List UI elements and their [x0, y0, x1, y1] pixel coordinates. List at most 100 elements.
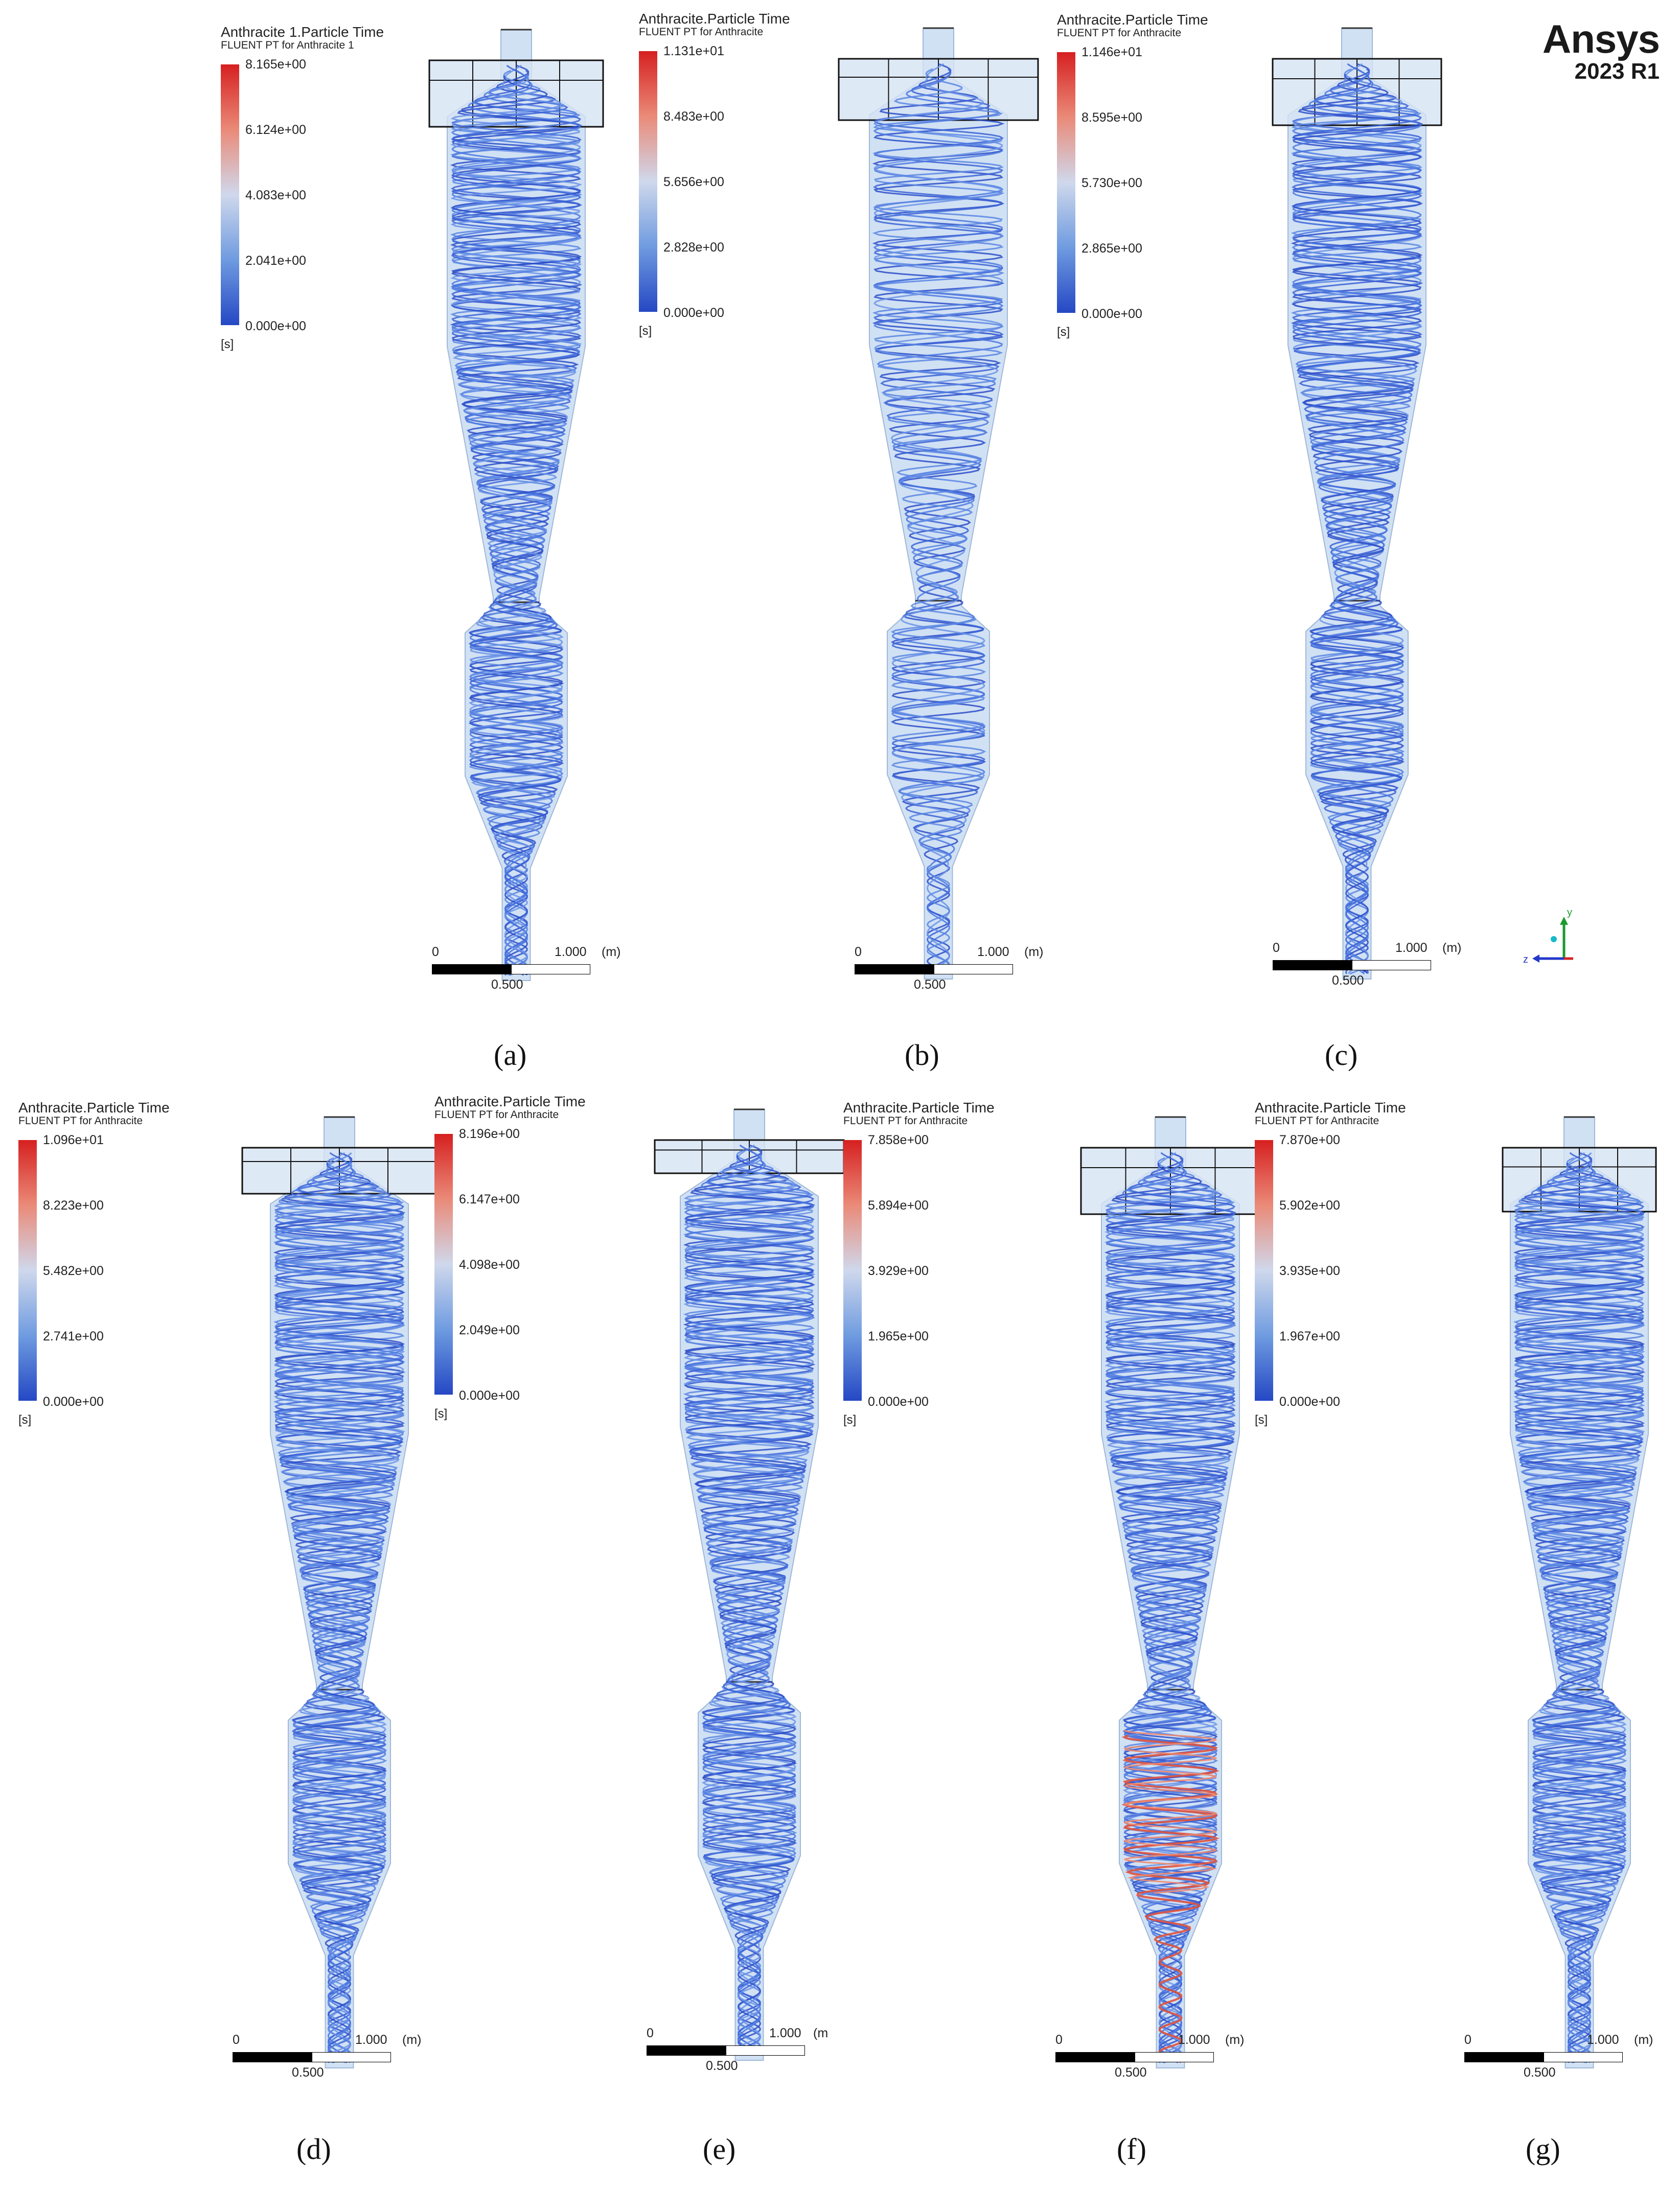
legend-title: Anthracite.Particle Time [18, 1100, 170, 1116]
colorbar [639, 51, 657, 312]
particle-trajectory-c [1292, 68, 1422, 975]
scale-zero: 0 [1273, 941, 1280, 955]
scale-black-segment [1273, 960, 1352, 970]
scale-end: 1.000 [1587, 2033, 1619, 2047]
legend-title: Anthracite.Particle Time [843, 1100, 995, 1116]
scale-end: 1.000 [555, 945, 587, 959]
legend-tick: 6.124e+00 [245, 123, 306, 137]
legend-panel-b: Anthracite.Particle Time FLUENT PT for A… [639, 11, 790, 338]
scale-zero: 0 [233, 2033, 240, 2047]
scale-white-segment [312, 2052, 391, 2062]
legend-tick: 8.595e+00 [1081, 110, 1142, 125]
particle-trajectory-d [274, 1152, 405, 2063]
particle-trajectory-d [273, 1157, 406, 2064]
legend-tick: 2.041e+00 [245, 254, 306, 268]
z-axis-label: z [1523, 954, 1528, 965]
caption-e: (e) [703, 2132, 736, 2166]
legend-tick: 7.870e+00 [1279, 1133, 1340, 1147]
colorbar [1255, 1140, 1273, 1401]
legend-tick: 1.967e+00 [1279, 1329, 1340, 1344]
scale-unit: (m) [1634, 2033, 1653, 2047]
legend-unit: [s] [1255, 1413, 1268, 1427]
legend-tick: 7.858e+00 [868, 1133, 929, 1147]
legend-panel-a: Anthracite 1.Particle Time FLUENT PT for… [221, 25, 384, 351]
legend-tick: 5.482e+00 [43, 1264, 104, 1278]
scale-end: 1.000 [1178, 2033, 1210, 2047]
scale-bar-b: 0 1.000 (m) 0.500 [855, 945, 1043, 992]
legend-tick: 5.730e+00 [1081, 176, 1142, 190]
legend-subtitle: FLUENT PT for Anthracite [1255, 1115, 1379, 1127]
colorbar [1057, 52, 1075, 313]
scale-end: 1.000 [977, 945, 1009, 959]
scale-mid: 0.500 [491, 977, 523, 992]
scale-bar-c: 0 1.000 (m) 0.500 [1273, 941, 1461, 988]
particle-trajectory-g [1513, 1157, 1646, 2064]
particle-trajectory-a [451, 64, 582, 975]
scale-bar-e: 0 1.000 (m 0.500 [647, 2026, 828, 2073]
legend-subtitle: FLUENT PT for Anthracite [639, 26, 764, 38]
legend-panel-e: Anthracite.Particle Time FLUENT PT for A… [434, 1094, 586, 1421]
scale-black-segment [233, 2052, 312, 2062]
legend-subtitle: FLUENT PT for Anthracite 1 [221, 39, 354, 51]
legend-title: Anthracite.Particle Time [639, 11, 790, 27]
legend-tick: 2.049e+00 [459, 1323, 520, 1337]
particle-trajectory-d [274, 1157, 405, 2064]
legend-tick: 1.131e+01 [663, 44, 724, 58]
particle-trajectory-e [683, 1149, 816, 2056]
scale-unit: (m) [1024, 945, 1044, 959]
scale-unit: (m) [1442, 941, 1462, 955]
hot-particle-trajectory-f [1124, 1729, 1217, 1894]
scale-white-segment [934, 964, 1013, 974]
legend-tick: 5.656e+00 [663, 175, 724, 189]
scale-unit: (m [813, 2026, 829, 2040]
scale-white-segment [511, 964, 590, 974]
particle-trajectory-b [873, 63, 1004, 974]
scale-black-segment [647, 2045, 726, 2056]
particle-trajectory-e [684, 1149, 815, 2056]
particle-trajectory-c [1291, 68, 1423, 975]
legend-unit: [s] [434, 1407, 448, 1421]
legend-tick: 0.000e+00 [459, 1389, 520, 1403]
scale-mid: 0.500 [706, 2059, 738, 2073]
legend-tick: 3.935e+00 [1279, 1264, 1340, 1278]
legend-unit: [s] [639, 324, 652, 338]
particle-trajectory-d [273, 1162, 405, 2063]
axis-triad: y z [1523, 907, 1573, 965]
scale-mid: 0.500 [1524, 2065, 1556, 2080]
scale-unit: (m) [402, 2033, 422, 2047]
colorbar [434, 1134, 453, 1395]
particle-trajectory-c [1292, 63, 1422, 974]
y-axis-arrowhead [1560, 917, 1568, 925]
scale-zero: 0 [1464, 2033, 1471, 2047]
legend-tick: 2.828e+00 [663, 240, 724, 255]
legend-panel-c: Anthracite.Particle Time FLUENT PT for A… [1057, 12, 1208, 339]
scale-white-segment [1352, 960, 1431, 970]
scale-white-segment [1544, 2052, 1623, 2062]
brand-name: Ansys [1542, 16, 1660, 61]
legend-title: Anthracite.Particle Time [1255, 1100, 1406, 1116]
scale-white-segment [726, 2045, 805, 2056]
scale-unit: (m) [602, 945, 621, 959]
colorbar [221, 64, 239, 325]
particle-trajectory-g [1513, 1162, 1645, 2063]
legend-tick: 3.929e+00 [868, 1264, 929, 1278]
legend-tick: 1.146e+01 [1081, 45, 1142, 59]
particle-trajectory-f [1104, 1162, 1236, 2063]
legend-tick: 6.147e+00 [459, 1192, 520, 1207]
particle-trajectory-a [450, 75, 582, 975]
colorbar [843, 1140, 862, 1401]
legend-panel-d: Anthracite.Particle Time FLUENT PT for A… [18, 1100, 170, 1427]
legend-tick: 8.196e+00 [459, 1127, 520, 1141]
scale-bar-d: 0 1.000 (m) 0.500 [233, 2033, 421, 2080]
particle-trajectory-a [451, 70, 582, 976]
legend-tick: 0.000e+00 [43, 1395, 104, 1409]
legend-panel-g: Anthracite.Particle Time FLUENT PT for A… [1255, 1100, 1406, 1427]
legend-unit: [s] [18, 1413, 32, 1427]
particle-trajectory-f [1105, 1157, 1236, 2064]
scale-zero: 0 [647, 2026, 654, 2040]
legend-tick: 5.894e+00 [868, 1198, 929, 1213]
scale-black-segment [432, 964, 511, 974]
caption-d: (d) [296, 2132, 331, 2166]
legend-unit: [s] [221, 337, 234, 351]
particle-trajectory-c [1292, 63, 1422, 974]
